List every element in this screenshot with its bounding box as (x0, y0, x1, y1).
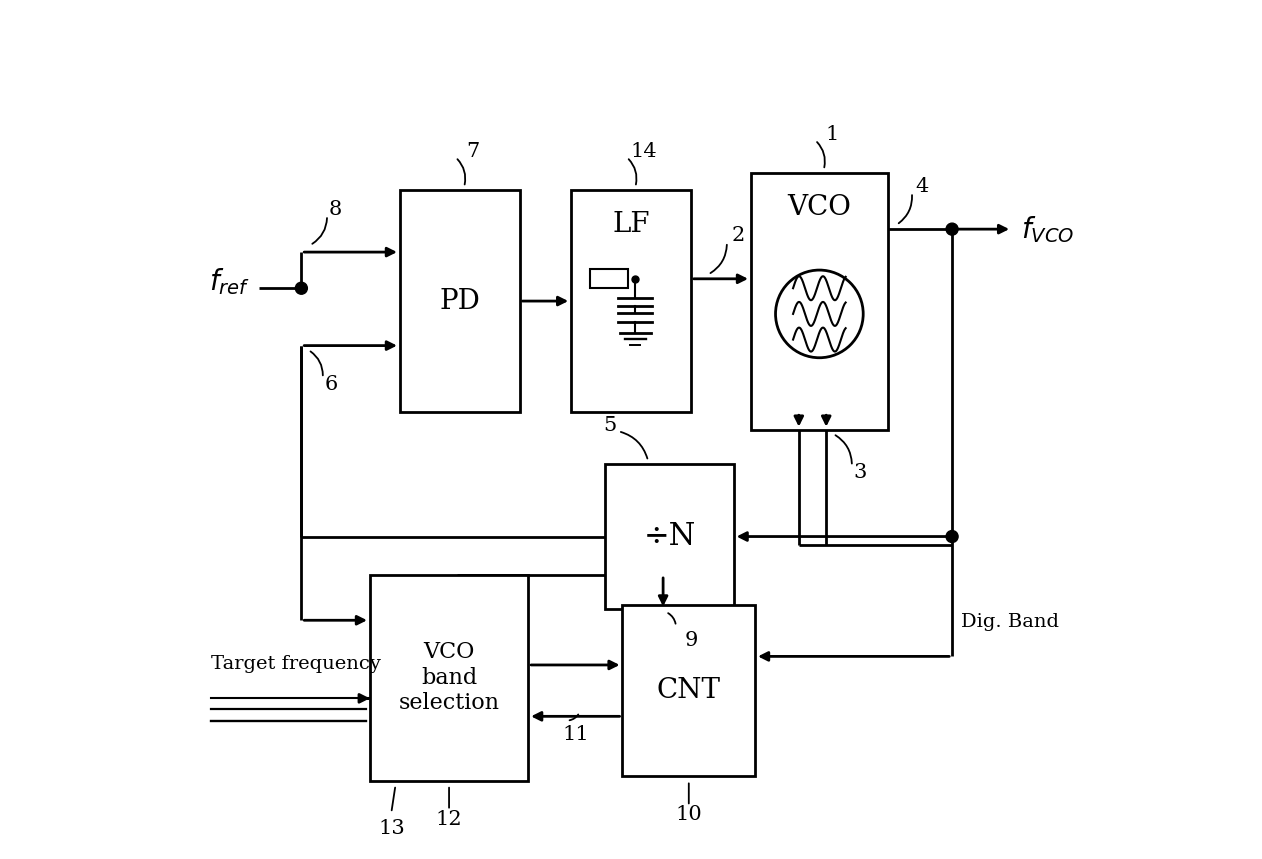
Text: 7: 7 (466, 142, 480, 161)
Text: Target frequency: Target frequency (212, 655, 381, 673)
Circle shape (946, 531, 958, 543)
Bar (589, 270, 628, 289)
Text: 2: 2 (732, 227, 745, 246)
Text: 6: 6 (324, 375, 338, 393)
Text: 13: 13 (379, 819, 405, 838)
Text: $f_{ref}$: $f_{ref}$ (209, 266, 250, 296)
Text: 8: 8 (329, 200, 342, 219)
Text: ÷N: ÷N (644, 521, 695, 552)
Text: VCO
band
selection: VCO band selection (399, 642, 500, 714)
Text: PD: PD (439, 288, 481, 314)
Bar (572, 190, 690, 412)
Text: 1: 1 (825, 125, 839, 143)
Bar (622, 605, 755, 777)
Text: CNT: CNT (656, 677, 721, 704)
Text: 5: 5 (603, 416, 616, 435)
Text: VCO: VCO (787, 194, 852, 221)
Bar (606, 464, 733, 609)
Text: 9: 9 (684, 631, 698, 649)
Text: 12: 12 (435, 809, 462, 829)
Text: LF: LF (612, 211, 650, 238)
Text: 14: 14 (631, 142, 658, 161)
Circle shape (295, 283, 308, 295)
Text: 3: 3 (854, 463, 867, 482)
Text: 4: 4 (915, 177, 929, 196)
Text: $f_{VCO}$: $f_{VCO}$ (1021, 214, 1074, 245)
Circle shape (946, 223, 958, 235)
Bar (370, 575, 529, 781)
Text: 11: 11 (562, 725, 588, 744)
Text: Dig. Band: Dig. Band (960, 612, 1059, 631)
Bar (400, 190, 520, 412)
Text: 10: 10 (675, 805, 702, 825)
Bar (751, 173, 888, 430)
